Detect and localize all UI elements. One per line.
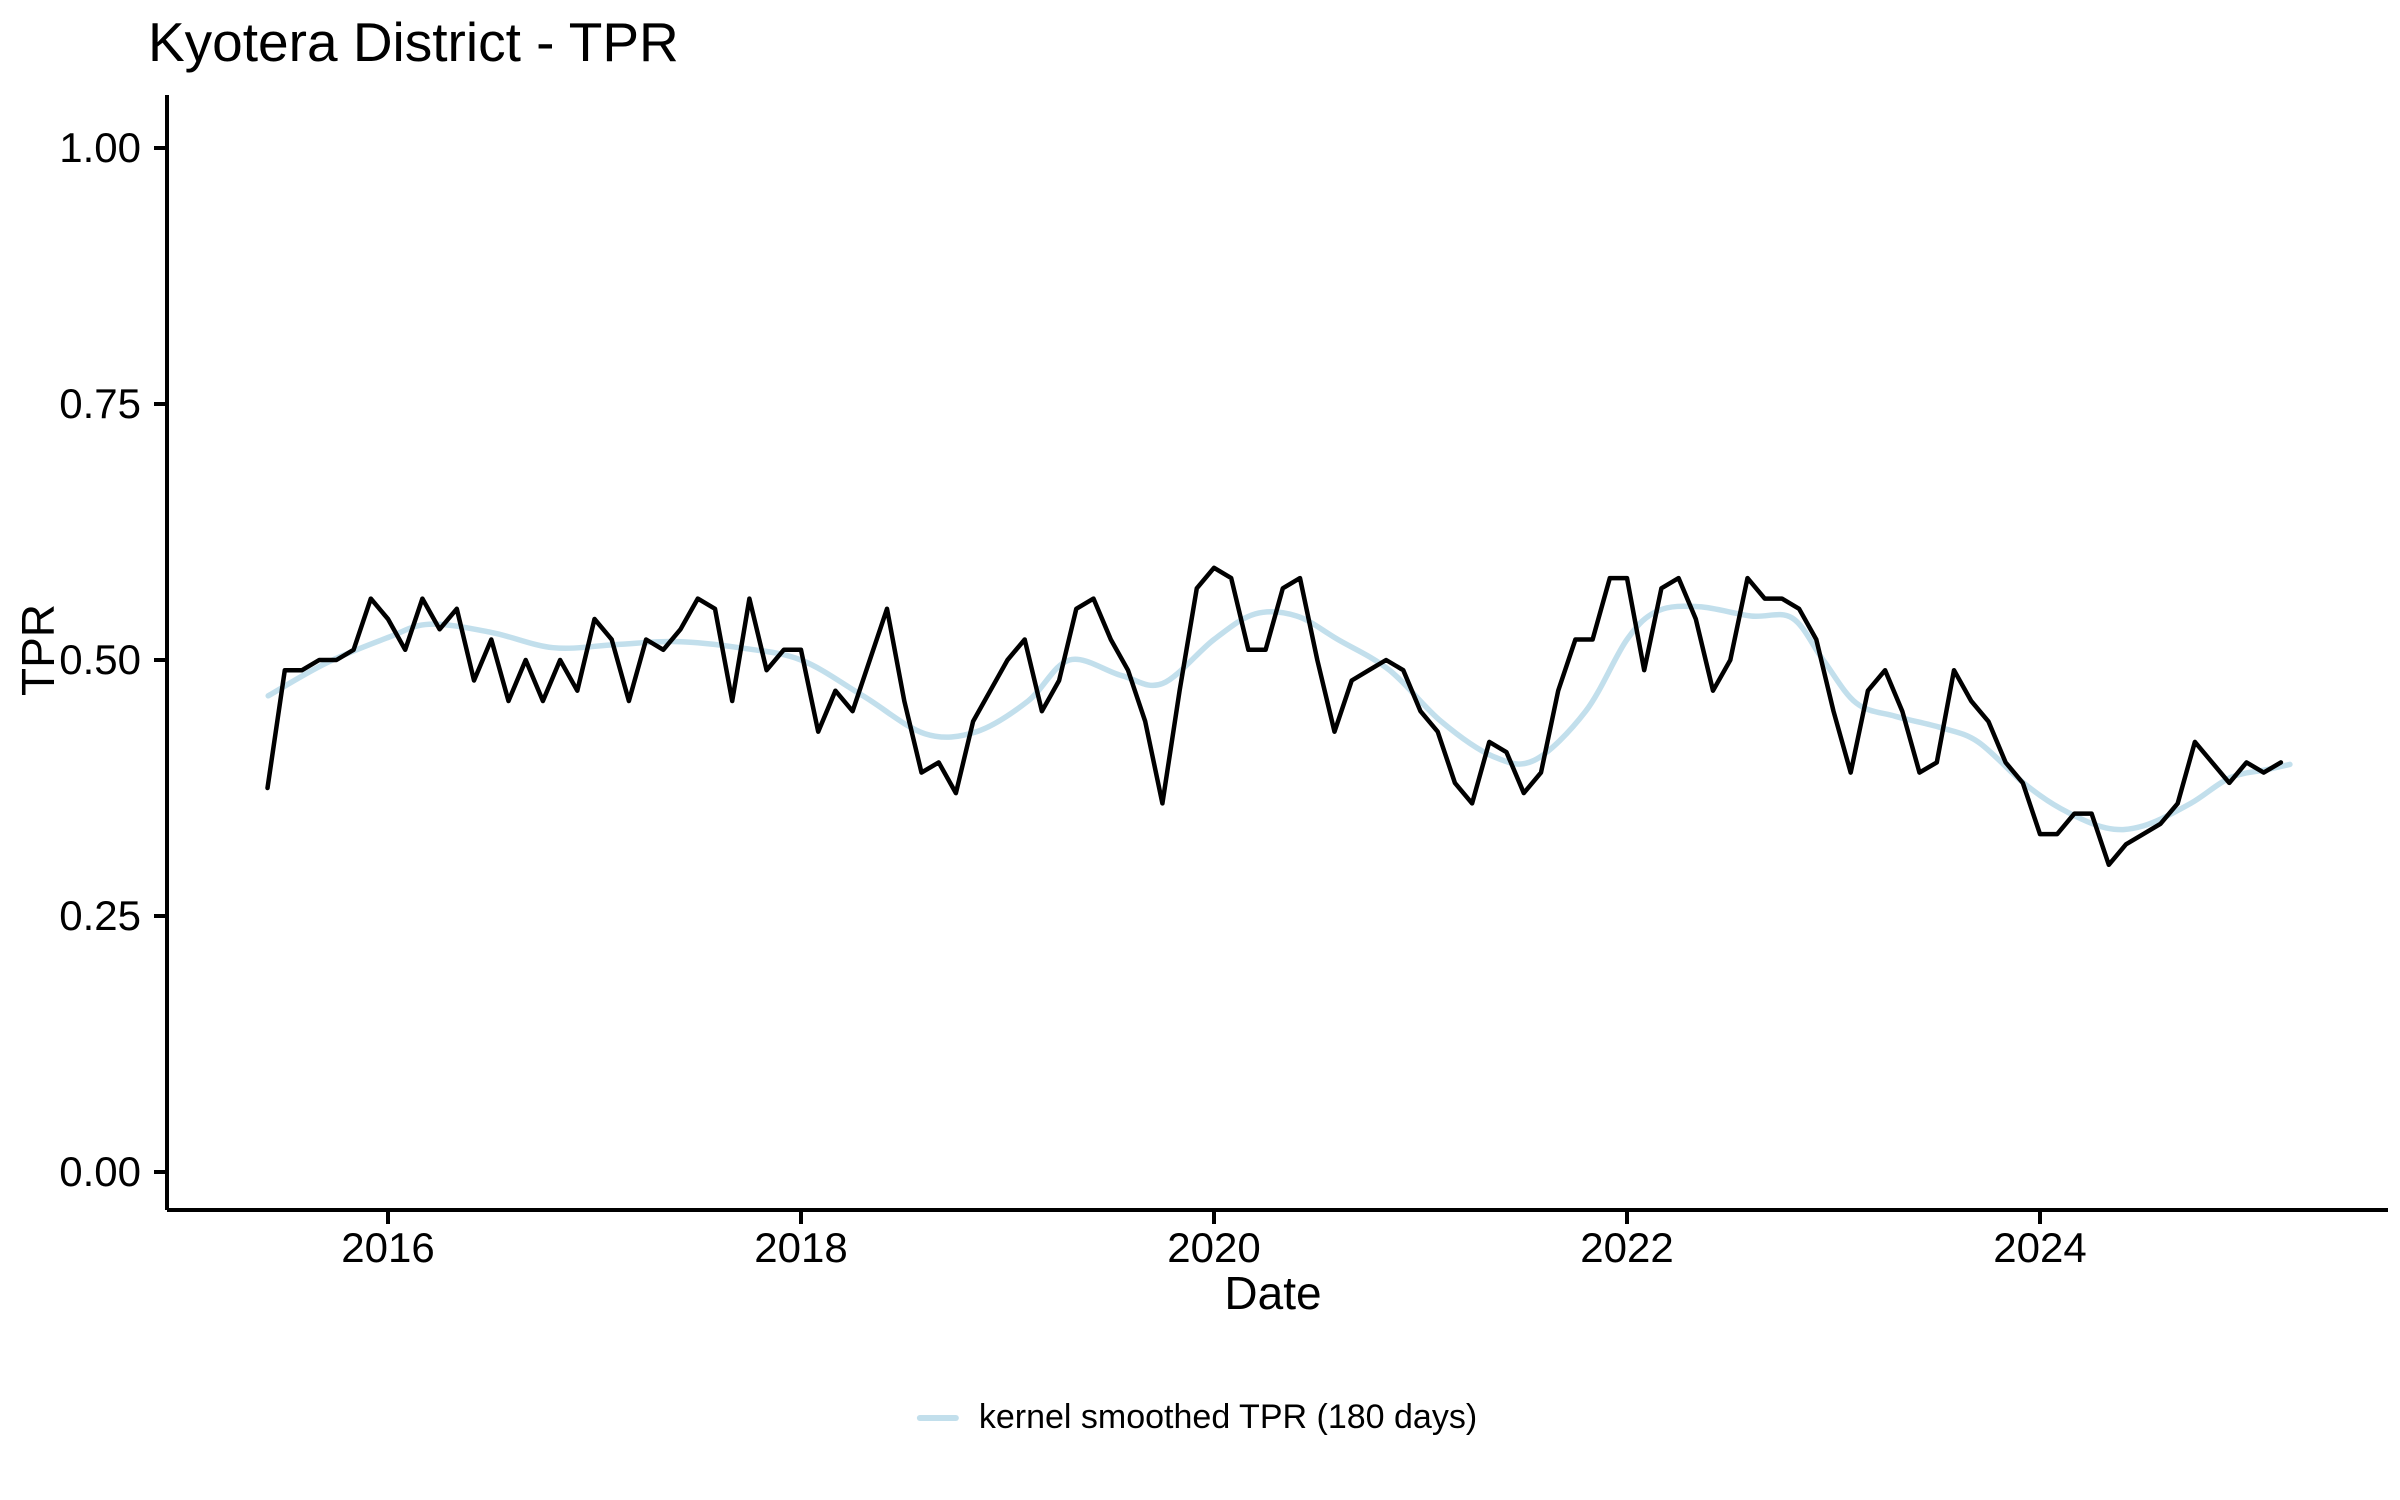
- y-tick-label: 0.00: [59, 1148, 141, 1195]
- y-tick-label: 0.75: [59, 380, 141, 427]
- legend: kernel smoothed TPR (180 days): [916, 1398, 1478, 1437]
- x-tick-label: 2020: [1167, 1224, 1260, 1271]
- y-axis-title: TPR: [12, 604, 64, 696]
- y-tick-label: 0.25: [59, 892, 141, 939]
- x-tick-label: 2018: [754, 1224, 847, 1271]
- x-tick-label: 2022: [1580, 1224, 1673, 1271]
- x-axis-title: Date: [1224, 1267, 1322, 1319]
- legend-key-line: [916, 1414, 959, 1421]
- tpr-line: [265, 565, 2284, 868]
- y-tick-label: 0.50: [59, 636, 141, 683]
- chart-title: Kyotera District - TPR: [148, 11, 679, 73]
- y-tick-label: 1.00: [59, 124, 141, 171]
- x-tick-label: 2024: [1993, 1224, 2086, 1271]
- legend-label: kernel smoothed TPR (180 days): [978, 1398, 1478, 1436]
- x-tick-label: 2016: [341, 1224, 434, 1271]
